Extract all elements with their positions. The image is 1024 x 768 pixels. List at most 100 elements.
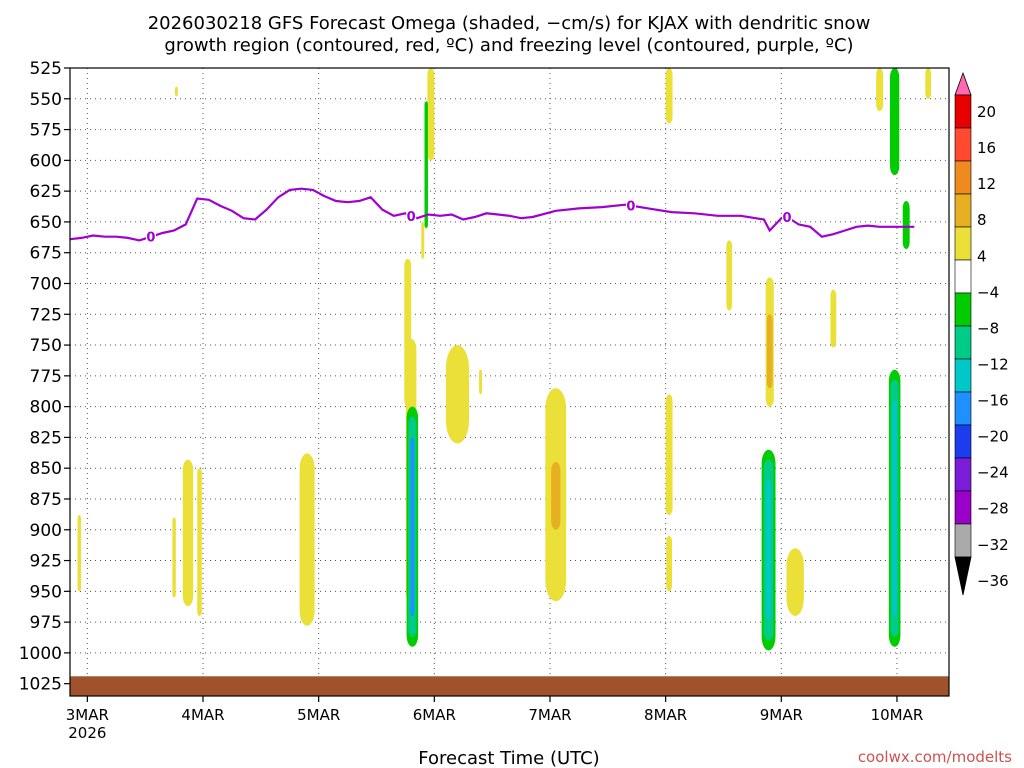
omega-contour xyxy=(665,68,673,124)
colorbar: 20 16 12 8 4 −4 −8 −12 −16 −20 −24 −28 −32 −36 xyxy=(954,71,1009,596)
colorbar-label: 20 xyxy=(977,103,996,121)
colorbar-top-arrow xyxy=(954,71,972,96)
colorbar-label: 4 xyxy=(977,247,987,265)
omega-contour xyxy=(427,68,435,161)
omega-contour xyxy=(665,394,673,515)
colorbar-swatch xyxy=(954,160,972,195)
plot-frame xyxy=(69,67,950,697)
freezing-level-label-bg xyxy=(145,229,156,244)
x-tick-label: 3MAR xyxy=(66,706,109,724)
colorbar-swatch xyxy=(954,292,972,327)
omega-column xyxy=(890,68,900,176)
y-tick-label: 600 xyxy=(30,151,62,171)
colorbar-label: 16 xyxy=(977,139,996,157)
omega-contour xyxy=(766,314,773,389)
x-tick-label: 4MAR xyxy=(181,706,224,724)
y-tick-label: 750 xyxy=(30,336,62,356)
colorbar-swatch xyxy=(954,358,972,393)
x-tick-label: 10MAR xyxy=(871,706,924,724)
source-watermark: coolwx.com/modelts xyxy=(858,748,1012,766)
omega-contour xyxy=(551,462,561,530)
omega-contour xyxy=(445,345,470,444)
omega-column xyxy=(424,101,428,229)
omega-contour xyxy=(182,459,194,607)
colorbar-swatch xyxy=(954,490,972,525)
y-tick-label: 875 xyxy=(30,490,62,510)
freezing-level-label-bg xyxy=(406,208,417,223)
chart-title-line1: 2026030218 GFS Forecast Omega (shaded, −… xyxy=(148,13,871,34)
freezing-level-label: 0 xyxy=(626,200,635,215)
freezing-level-label: 0 xyxy=(146,231,155,246)
freezing-level-label-bg xyxy=(625,198,636,213)
y-tick-label: 975 xyxy=(30,613,62,633)
y-tick-label: 650 xyxy=(30,213,62,233)
omega-contour xyxy=(726,240,733,311)
plot-area: 0 0 0 0 xyxy=(69,67,950,697)
y-tick-label: 950 xyxy=(30,582,62,602)
x-tick-label: 7MAR xyxy=(528,706,571,724)
colorbar-swatch xyxy=(954,127,972,162)
y-tick-label: 900 xyxy=(30,521,62,541)
x-tick-label: 8MAR xyxy=(644,706,687,724)
omega-contour xyxy=(925,68,932,99)
colorbar-label: −8 xyxy=(977,319,999,337)
colorbar-swatch xyxy=(954,424,972,459)
colorbar-swatch xyxy=(954,523,972,558)
y-tick-label: 575 xyxy=(30,121,62,141)
y-tick-label: 525 xyxy=(30,59,62,79)
colorbar-swatch xyxy=(954,457,972,492)
y-tick-label: 625 xyxy=(30,182,62,202)
y-axis: 525 550 575 600 625 650 675 700 725 750 775 800 825 8… xyxy=(19,59,70,695)
colorbar-label: −24 xyxy=(977,464,1009,482)
y-tick-label: 775 xyxy=(30,367,62,387)
y-tick-label: 700 xyxy=(30,274,62,294)
omega-contour xyxy=(421,221,425,259)
y-tick-label: 675 xyxy=(30,244,62,264)
colorbar-label: −20 xyxy=(977,428,1009,446)
colorbar-bottom-arrow xyxy=(954,556,972,596)
y-tick-label: 1000 xyxy=(19,644,62,664)
colorbar-label: −28 xyxy=(977,500,1009,518)
x-tick-label: 6MAR xyxy=(413,706,456,724)
colorbar-label: −4 xyxy=(977,283,999,301)
colorbar-label: −16 xyxy=(977,392,1009,410)
y-tick-label: 800 xyxy=(30,398,62,418)
freezing-level-label: 0 xyxy=(407,210,416,225)
freezing-level-label: 0 xyxy=(783,211,792,226)
colorbar-swatch xyxy=(954,193,972,228)
omega-contour xyxy=(876,68,884,112)
x-tick-label: 5MAR xyxy=(297,706,340,724)
omega-contour xyxy=(77,514,81,592)
x-axis-title: Forecast Time (UTC) xyxy=(418,748,599,768)
y-tick-label: 1025 xyxy=(19,675,62,695)
surface-band xyxy=(70,676,949,696)
y-tick-label: 850 xyxy=(30,459,62,479)
omega-contour xyxy=(786,548,804,616)
colorbar-swatch xyxy=(954,94,972,129)
y-tick-label: 825 xyxy=(30,428,62,448)
freezing-level-label-bg xyxy=(782,209,793,224)
omega-contour xyxy=(172,517,176,598)
colorbar-label: 12 xyxy=(977,175,996,193)
colorbar-label: −12 xyxy=(977,355,1009,373)
omega-column xyxy=(902,200,910,250)
colorbar-label: −32 xyxy=(977,536,1009,554)
colorbar-swatch xyxy=(954,259,972,294)
y-tick-label: 550 xyxy=(30,90,62,110)
x-tick-label: 9MAR xyxy=(760,706,803,724)
omega-column-inner xyxy=(892,400,897,616)
omega-column-inner xyxy=(766,480,772,620)
colorbar-swatch xyxy=(954,325,972,360)
y-tick-label: 925 xyxy=(30,552,62,572)
omega-column-inner xyxy=(410,437,415,616)
x-tick-sublabel: 2026 xyxy=(68,724,106,742)
omega-contour xyxy=(666,535,672,592)
y-tick-label: 725 xyxy=(30,305,62,325)
omega-contour xyxy=(174,86,178,97)
omega-contour xyxy=(479,369,483,395)
omega-contour xyxy=(830,289,837,348)
omega-contour xyxy=(197,468,202,616)
chart-title-line2: growth region (contoured, red, ºC) and f… xyxy=(164,35,853,56)
